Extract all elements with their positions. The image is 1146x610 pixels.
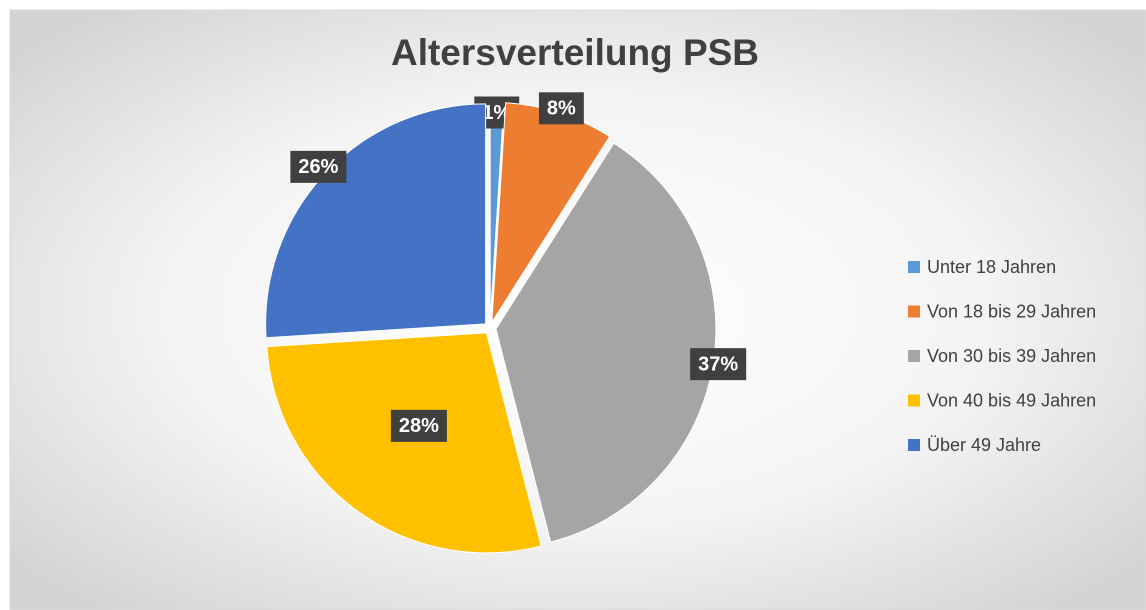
legend-swatch	[908, 350, 920, 362]
data-label: 37%	[698, 353, 738, 375]
data-label-box	[538, 92, 584, 125]
data-label-box	[290, 150, 347, 183]
data-label: 26%	[298, 156, 338, 178]
chart-title: Altersverteilung PSB	[391, 32, 759, 73]
data-label: 1%	[482, 102, 511, 124]
data-label-box	[390, 409, 447, 442]
data-label-box	[690, 348, 747, 381]
pie-slice	[266, 332, 542, 554]
legend-label: Von 30 bis 39 Jahren	[927, 346, 1096, 366]
legend-swatch	[908, 394, 920, 407]
data-label: 28%	[399, 415, 439, 437]
legend-swatch	[908, 439, 920, 451]
legend-swatch	[908, 305, 920, 318]
legend-label: Unter 18 Jahren	[927, 257, 1056, 277]
legend-label: Von 40 bis 49 Jahren	[927, 390, 1096, 410]
legend-label: Über 49 Jahre	[927, 435, 1041, 455]
legend-label: Von 18 bis 29 Jahren	[927, 301, 1096, 321]
data-label: 8%	[547, 98, 576, 120]
legend-swatch	[908, 261, 920, 273]
